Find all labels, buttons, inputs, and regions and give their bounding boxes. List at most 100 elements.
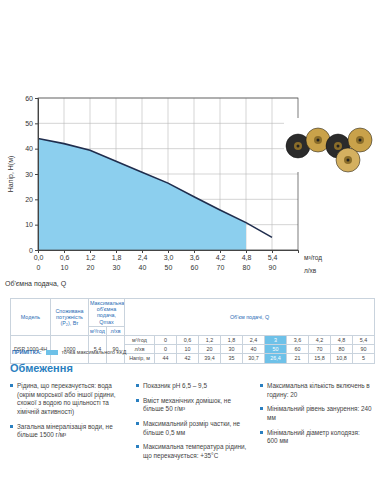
y-axis-title: Напір, H(м) <box>7 156 15 193</box>
tick-label: 0,0 <box>34 254 44 261</box>
tick: 30 <box>113 250 121 271</box>
note-label: ПРИМІТКА: <box>12 349 42 355</box>
cell: 40 <box>243 345 265 354</box>
restriction-item: Максимальна температура рідини, що перек… <box>136 443 248 460</box>
tick: 4,2 <box>216 250 226 261</box>
chart: 0,00,61,21,82,43,03,64,24,85,40102030405… <box>0 0 381 295</box>
restriction-text: Показник pH 6,5 – 9,5 <box>143 382 207 389</box>
cell: 4,2 <box>309 336 331 345</box>
cell: 39,4 <box>199 354 221 363</box>
tick-label: 30 <box>113 264 121 271</box>
tick: 5,4 <box>268 250 278 261</box>
tick-label: 80 <box>243 264 251 271</box>
bullet <box>136 399 139 402</box>
header-row: МодельСпоживана потужність (P₂), ВтМакси… <box>11 299 375 327</box>
row-label: Напір, м <box>125 354 155 363</box>
cell: 44 <box>155 354 177 363</box>
restriction-item: Показник pH 6,5 – 9,5 <box>136 382 248 391</box>
bullet <box>136 384 139 387</box>
tick-mark <box>35 199 38 200</box>
note-swatch <box>46 350 58 355</box>
tick-mark <box>35 149 38 150</box>
cell: 30,7 <box>243 354 265 363</box>
tick: 50 <box>25 120 38 127</box>
tick-label: 40 <box>25 145 33 152</box>
tick-mark <box>35 123 38 124</box>
restriction-text: Вміст механічних домішок, не більше 50 г… <box>143 397 231 413</box>
cell: 0,6 <box>177 336 199 345</box>
header-cell: л/хв <box>107 326 125 335</box>
tick: 0,6 <box>60 250 70 261</box>
tick: 90 <box>269 250 277 271</box>
restriction-text: Рідина, що перекачується: вода (окрім мо… <box>17 382 116 415</box>
tick-label: 30 <box>25 171 33 178</box>
cell: 90 <box>353 345 375 354</box>
tick: 20 <box>87 250 95 271</box>
marks <box>38 139 272 250</box>
cell: 4,8 <box>331 336 353 345</box>
tick: 40 <box>139 250 147 271</box>
table-row: DSP 1000-4H10005,490м³/год00,61,21,82,43… <box>11 336 375 345</box>
tick: 80 <box>243 250 251 271</box>
note: ПРИМІТКА: точка максимального ККД <box>12 349 126 355</box>
tick: 10 <box>25 221 38 228</box>
tick: 40 <box>25 145 38 152</box>
tick: 3,6 <box>190 250 200 261</box>
tick-label: 60 <box>25 95 33 102</box>
tick-label: 3,0 <box>164 254 174 261</box>
x-unit: м³/год <box>304 254 322 262</box>
line <box>38 139 272 238</box>
tick-label: 4,2 <box>216 254 226 261</box>
tick: 30 <box>25 171 38 178</box>
cell: 10 <box>177 345 199 354</box>
tick: 70 <box>217 250 225 271</box>
tick: 0 <box>29 247 38 254</box>
cell: 0 <box>155 336 177 345</box>
cell: 80 <box>331 345 353 354</box>
tick-mark <box>35 174 38 175</box>
cell: 50 <box>265 345 287 354</box>
header-cell: Модель <box>11 299 51 336</box>
note-text: точка максимального ККД <box>62 349 127 355</box>
tick-label: 40 <box>139 264 147 271</box>
tick-label: 5,4 <box>268 254 278 261</box>
impeller-image <box>284 118 378 172</box>
tick-label: 20 <box>25 196 33 203</box>
tick-label: 10 <box>25 221 33 228</box>
tick-label: 20 <box>87 264 95 271</box>
tick: 1,2 <box>86 250 96 261</box>
tick-label: 70 <box>217 264 225 271</box>
x2-unit: л/хв <box>304 267 317 274</box>
cell: 3,6 <box>287 336 309 345</box>
restriction-text: Загальна мінералізація води, не більше 1… <box>17 423 113 439</box>
cell: 15,8 <box>309 354 331 363</box>
restriction-text: Максимальний розмір частки, не більше 0,… <box>143 420 240 436</box>
tick: 0,0 <box>34 250 44 261</box>
tick-label: 2,4 <box>138 254 148 261</box>
restrictions-title: Обмеження <box>10 362 73 374</box>
tick-label: 90 <box>269 264 277 271</box>
restriction-item: Мінімальний рівень занурення: 240 мм <box>260 405 372 422</box>
tick-label: 0 <box>37 264 41 271</box>
axis-line <box>39 250 299 251</box>
area <box>38 139 246 250</box>
tick-label: 0,6 <box>60 254 70 261</box>
tick: 20 <box>25 196 38 203</box>
tick: 0 <box>37 250 41 271</box>
header-cell: Об'єм подачі, Q <box>125 299 375 336</box>
restriction-item: Загальна мінералізація води, не більше 1… <box>10 423 122 440</box>
cell: 70 <box>309 345 331 354</box>
tick: 4,8 <box>242 250 252 261</box>
tick: 60 <box>191 250 199 271</box>
restriction-item: Рідина, що перекачується: вода (окрім мо… <box>10 382 122 417</box>
plot-frame <box>38 98 298 250</box>
cell: 26,4 <box>265 354 287 363</box>
tick-mark <box>35 250 38 251</box>
tick-label: 60 <box>191 264 199 271</box>
restriction-item: Мінімальний діаметр колодязя: 600 мм <box>260 429 372 446</box>
bullet <box>260 431 263 434</box>
tick: 50 <box>165 250 173 271</box>
cell: 0 <box>155 345 177 354</box>
cell: 2,4 <box>243 336 265 345</box>
cell: 1,2 <box>199 336 221 345</box>
